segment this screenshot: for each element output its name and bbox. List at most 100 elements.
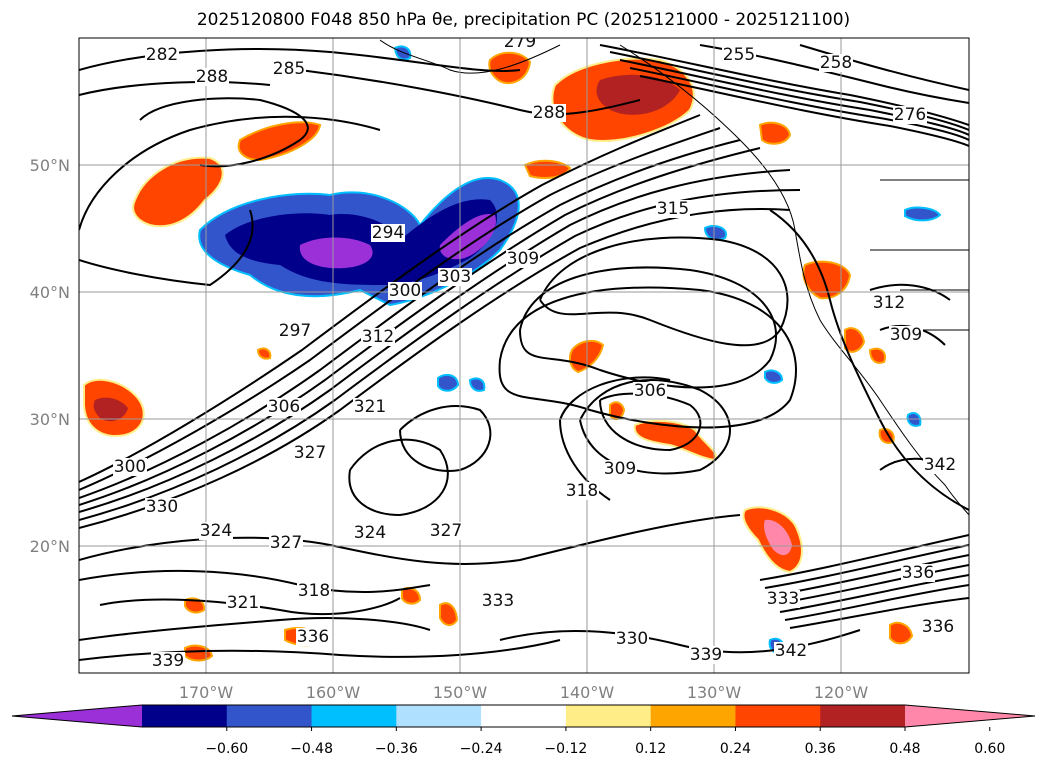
lat-tick-label: 50°N: [30, 156, 70, 175]
contour-label: 324: [200, 521, 232, 541]
contour-label-background: [603, 460, 637, 478]
contour-label: 288: [533, 103, 565, 123]
contour-label-background: [429, 522, 463, 540]
map-title: 2025120800 F048 850 hPa θe, precipitatio…: [196, 10, 851, 30]
contour-label-background: [267, 398, 301, 416]
gridlines: [79, 38, 969, 673]
colorbar-tick-label: −0.24: [460, 741, 503, 757]
contour-label: 324: [354, 523, 386, 543]
colorbar-tick-label: 0.12: [635, 741, 666, 757]
contour-label: 279: [504, 32, 536, 52]
lon-tick-label: 160°W: [306, 683, 361, 702]
colorbar-tick-label: −0.36: [375, 741, 418, 757]
contour-label: 315: [657, 199, 689, 219]
contour-label: 330: [146, 497, 178, 517]
latitude-tick-labels: 50°N 40°N 30°N 20°N: [30, 156, 70, 556]
contour-label-background: [615, 630, 649, 648]
contour-label-background: [503, 38, 537, 51]
contour-label: 327: [430, 521, 462, 541]
contour-label-background: [766, 590, 800, 608]
contour-label-background: [506, 250, 540, 268]
colorbar-bin: [735, 705, 821, 727]
contour-label-background: [819, 54, 853, 72]
contour-label: 276: [894, 105, 926, 125]
contour-label-background: [901, 564, 935, 582]
contour-label: 300: [114, 457, 146, 477]
contour-label-background: [633, 382, 667, 400]
contour-label-background: [893, 106, 927, 124]
contour-label-background: [371, 224, 405, 242]
lon-tick-label: 150°W: [433, 683, 488, 702]
contour-label-background: [226, 594, 260, 612]
contour-label-background: [565, 482, 599, 500]
contour-label: 330: [616, 629, 648, 649]
colorbar-tick-label: 0.60: [974, 741, 1005, 757]
contour-label: 327: [270, 533, 302, 553]
contour-label-background: [872, 294, 906, 312]
contour-label-background: [293, 444, 327, 462]
colorbar-bin: [396, 705, 482, 727]
longitude-tick-labels: 170°W 160°W 150°W 140°W 130°W 120°W: [179, 683, 869, 702]
colorbar-bin: [226, 705, 313, 727]
contour-label-background: [361, 328, 395, 346]
colorbar-tick-label: 0.24: [720, 741, 751, 757]
colorbar-bin: [820, 705, 906, 727]
contour-label-background: [532, 104, 566, 122]
contour-label: 282: [146, 45, 178, 65]
colorbar-outline: [11, 704, 1036, 728]
lat-tick-label: 20°N: [30, 537, 70, 556]
contour-label-background: [296, 628, 330, 646]
contour-label-background: [145, 498, 179, 516]
contour-label: 294: [372, 223, 404, 243]
contour-label-background: [656, 200, 690, 218]
colorbar-bin: [142, 705, 228, 727]
contour-label: 336: [922, 617, 954, 637]
contour-label-background: [145, 46, 179, 64]
contour-label-background: [278, 322, 312, 340]
contour-label: 336: [297, 627, 329, 647]
contour-label-background: [269, 534, 303, 552]
contour-label-background: [195, 68, 229, 86]
plot-area: [79, 38, 969, 673]
contour-label: 255: [723, 45, 755, 65]
contour-label-background: [722, 46, 756, 64]
lat-tick-label: 30°N: [30, 410, 70, 429]
colorbar-bin: [481, 705, 567, 727]
colorbar-tick-label: 0.36: [805, 741, 836, 757]
contour-label-background: [923, 456, 957, 474]
colorbar: −0.60 −0.48 −0.36 −0.24 −0.12 0.12 0.24 0.36 0.4…: [11, 704, 1036, 757]
contour-label-background: [921, 618, 955, 636]
contour-label: 327: [294, 443, 326, 463]
contour-label-background: [438, 268, 472, 286]
contour-label: 339: [690, 645, 722, 665]
contour-label: 318: [566, 481, 598, 501]
colorbar-tick-label: 0.48: [889, 741, 920, 757]
contour-label-background: [481, 592, 515, 610]
contour-label: 258: [820, 53, 852, 73]
contour-label-background: [353, 398, 387, 416]
contour-label: 297: [279, 321, 311, 341]
contour-label: 342: [775, 641, 807, 661]
colorbar-bin: [565, 705, 652, 727]
contour-label-background: [774, 642, 808, 660]
contour-label: 309: [507, 249, 539, 269]
contour-label-background: [889, 326, 923, 344]
colorbar-bin: [311, 705, 397, 727]
contour-label-background: [151, 652, 185, 670]
contour-label: 312: [873, 293, 905, 313]
contour-label: 321: [227, 593, 259, 613]
contour-label-background: [388, 282, 422, 300]
contour-label-background: [272, 60, 306, 78]
colorbar-tick-label: −0.12: [544, 741, 587, 757]
lon-tick-label: 170°W: [179, 683, 234, 702]
contour-label: 306: [634, 381, 666, 401]
contour-label: 300: [389, 281, 421, 301]
lat-tick-label: 40°N: [30, 283, 70, 302]
contour-label: 321: [354, 397, 386, 417]
contour-label: 312: [362, 327, 394, 347]
contour-label: 318: [298, 581, 330, 601]
contour-label: 285: [273, 59, 305, 79]
plot-frame: [78, 37, 970, 674]
contour-label-background: [199, 522, 233, 540]
